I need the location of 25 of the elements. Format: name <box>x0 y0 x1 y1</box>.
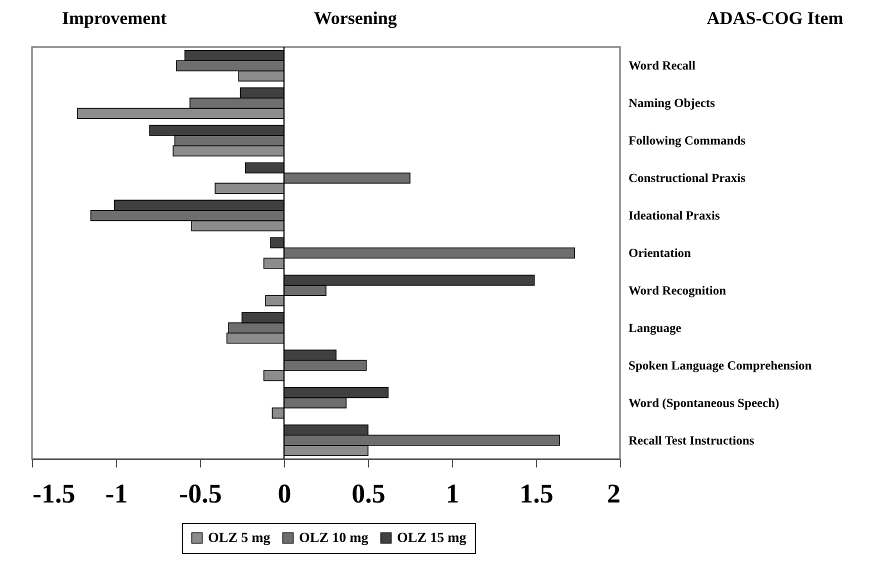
legend-label: OLZ 15 mg <box>397 531 466 546</box>
x-tick-label: 1 <box>446 478 460 508</box>
y-tick-label: Orientation <box>628 246 692 260</box>
y-tick-label: Naming Objects <box>628 96 716 110</box>
x-tick-label: 1.5 <box>520 478 554 508</box>
y-tick-label: Recall Test Instructions <box>628 433 754 448</box>
y-tick-label: Word Recognition <box>628 283 726 298</box>
y-tick-label: Constructional Praxis <box>628 171 746 186</box>
x-tick-label: 0 <box>278 478 292 508</box>
y-tick-label: Following Commands <box>628 134 746 148</box>
x-tick-label: -1 <box>105 478 128 508</box>
text: Worsening <box>314 8 397 28</box>
y-tick-label: Word (Spontaneous Speech) <box>628 396 780 410</box>
x-tick-label: 2 <box>607 478 620 508</box>
x-tick-label: -0.5 <box>179 478 222 508</box>
x-tick-label: 0.5 <box>352 478 386 508</box>
legend-label: OLZ 10 mg <box>299 531 368 546</box>
y-tick-label: Spoken Language Comprehension <box>628 358 812 372</box>
y-tick-label: Language <box>628 320 682 335</box>
y-tick-label: Word Recall <box>628 58 696 73</box>
text: ADAS-COG Item <box>706 8 844 28</box>
text: Improvement <box>62 8 167 28</box>
legend-label: OLZ 5 mg <box>208 531 270 546</box>
y-tick-label: Ideational Praxis <box>628 208 720 223</box>
x-tick-label: -1.5 <box>32 478 76 508</box>
